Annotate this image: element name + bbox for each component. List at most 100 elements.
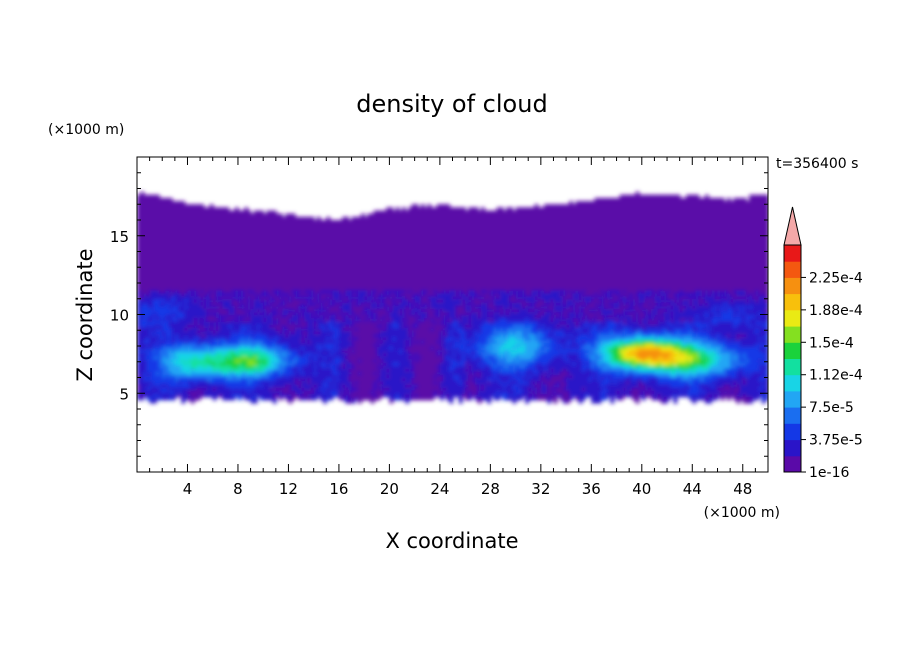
density-cell bbox=[304, 301, 309, 306]
density-cell bbox=[225, 308, 230, 313]
density-cell bbox=[282, 298, 287, 303]
density-cell bbox=[187, 242, 192, 246]
density-cell bbox=[253, 361, 258, 366]
density-cell bbox=[313, 245, 318, 250]
density-cell bbox=[165, 380, 170, 385]
density-cell bbox=[345, 368, 350, 372]
density-cell bbox=[275, 216, 280, 221]
density-cell bbox=[137, 194, 141, 199]
density-cell bbox=[294, 390, 299, 395]
density-cell bbox=[187, 204, 192, 209]
density-cell bbox=[291, 327, 296, 331]
density-cell bbox=[171, 201, 176, 205]
density-cell bbox=[288, 330, 293, 335]
density-cell bbox=[364, 330, 369, 335]
density-cell bbox=[196, 336, 201, 341]
density-cell bbox=[294, 374, 299, 379]
density-cell bbox=[335, 377, 340, 382]
density-cell bbox=[155, 251, 160, 256]
density-cell bbox=[140, 324, 145, 328]
density-cell bbox=[209, 286, 214, 291]
density-cell bbox=[238, 229, 242, 234]
density-cell bbox=[140, 361, 145, 366]
density-cell bbox=[244, 289, 249, 294]
density-cell bbox=[348, 283, 353, 287]
density-cell bbox=[146, 226, 151, 231]
density-cell bbox=[247, 396, 252, 401]
density-cell bbox=[181, 201, 186, 205]
density-cell bbox=[288, 292, 293, 297]
density-cell bbox=[140, 355, 145, 360]
density-cell bbox=[222, 364, 227, 369]
density-cell bbox=[209, 352, 214, 357]
density-cell bbox=[285, 361, 290, 366]
density-cell bbox=[266, 270, 271, 275]
density-cell bbox=[304, 308, 309, 313]
density-cell bbox=[288, 245, 293, 250]
density-cell bbox=[162, 235, 167, 240]
density-cell bbox=[228, 327, 233, 331]
density-cell bbox=[266, 264, 271, 268]
density-cell bbox=[275, 311, 280, 316]
density-cell bbox=[209, 342, 214, 347]
density-cell bbox=[165, 339, 170, 344]
density-cell bbox=[297, 295, 302, 300]
density-cell bbox=[146, 257, 151, 262]
density-cell bbox=[345, 286, 350, 291]
density-cell bbox=[190, 289, 195, 294]
density-cell bbox=[152, 279, 157, 284]
density-cell bbox=[174, 361, 179, 366]
density-cell bbox=[174, 336, 179, 341]
density-cell bbox=[234, 248, 239, 253]
density-cell bbox=[149, 198, 154, 202]
density-cell bbox=[222, 314, 227, 319]
density-cell bbox=[357, 308, 362, 313]
density-cell bbox=[162, 264, 167, 268]
density-cell bbox=[288, 355, 293, 360]
density-cell bbox=[137, 283, 141, 287]
density-cell bbox=[250, 229, 255, 234]
density-cell bbox=[332, 333, 337, 338]
density-cell bbox=[184, 339, 189, 344]
density-cell bbox=[225, 292, 230, 297]
density-cell bbox=[247, 330, 252, 335]
density-cell bbox=[196, 270, 201, 275]
density-cell bbox=[253, 305, 258, 309]
density-cell bbox=[222, 261, 227, 265]
density-cell bbox=[193, 279, 198, 284]
density-cell bbox=[174, 390, 179, 395]
density-cell bbox=[294, 368, 299, 372]
density-cell bbox=[159, 232, 164, 237]
density-cell bbox=[348, 286, 353, 291]
density-cell bbox=[307, 254, 312, 259]
density-cell bbox=[203, 242, 208, 246]
density-cell bbox=[361, 242, 365, 246]
density-cell bbox=[228, 361, 233, 366]
density-cell bbox=[203, 383, 208, 388]
density-cell bbox=[178, 386, 182, 391]
density-cell bbox=[361, 371, 365, 376]
density-cell bbox=[329, 336, 334, 341]
density-cell bbox=[228, 380, 233, 385]
density-cell bbox=[342, 248, 347, 253]
density-cell bbox=[209, 355, 214, 360]
density-cell bbox=[209, 349, 214, 353]
density-cell bbox=[332, 286, 337, 291]
density-cell bbox=[272, 210, 277, 215]
density-cell bbox=[294, 242, 299, 246]
density-cell bbox=[241, 213, 246, 218]
density-cell bbox=[193, 380, 198, 385]
density-cell bbox=[307, 380, 312, 385]
density-cell bbox=[332, 317, 337, 322]
density-cell bbox=[275, 327, 280, 331]
density-cell bbox=[244, 213, 249, 218]
density-cell bbox=[361, 251, 365, 256]
density-cell bbox=[225, 320, 230, 325]
density-cell bbox=[219, 242, 223, 246]
density-cell bbox=[219, 311, 223, 316]
density-cell bbox=[193, 374, 198, 379]
density-cell bbox=[146, 223, 151, 228]
density-cell bbox=[351, 238, 356, 243]
density-cell bbox=[159, 390, 164, 395]
density-cell bbox=[256, 333, 261, 338]
